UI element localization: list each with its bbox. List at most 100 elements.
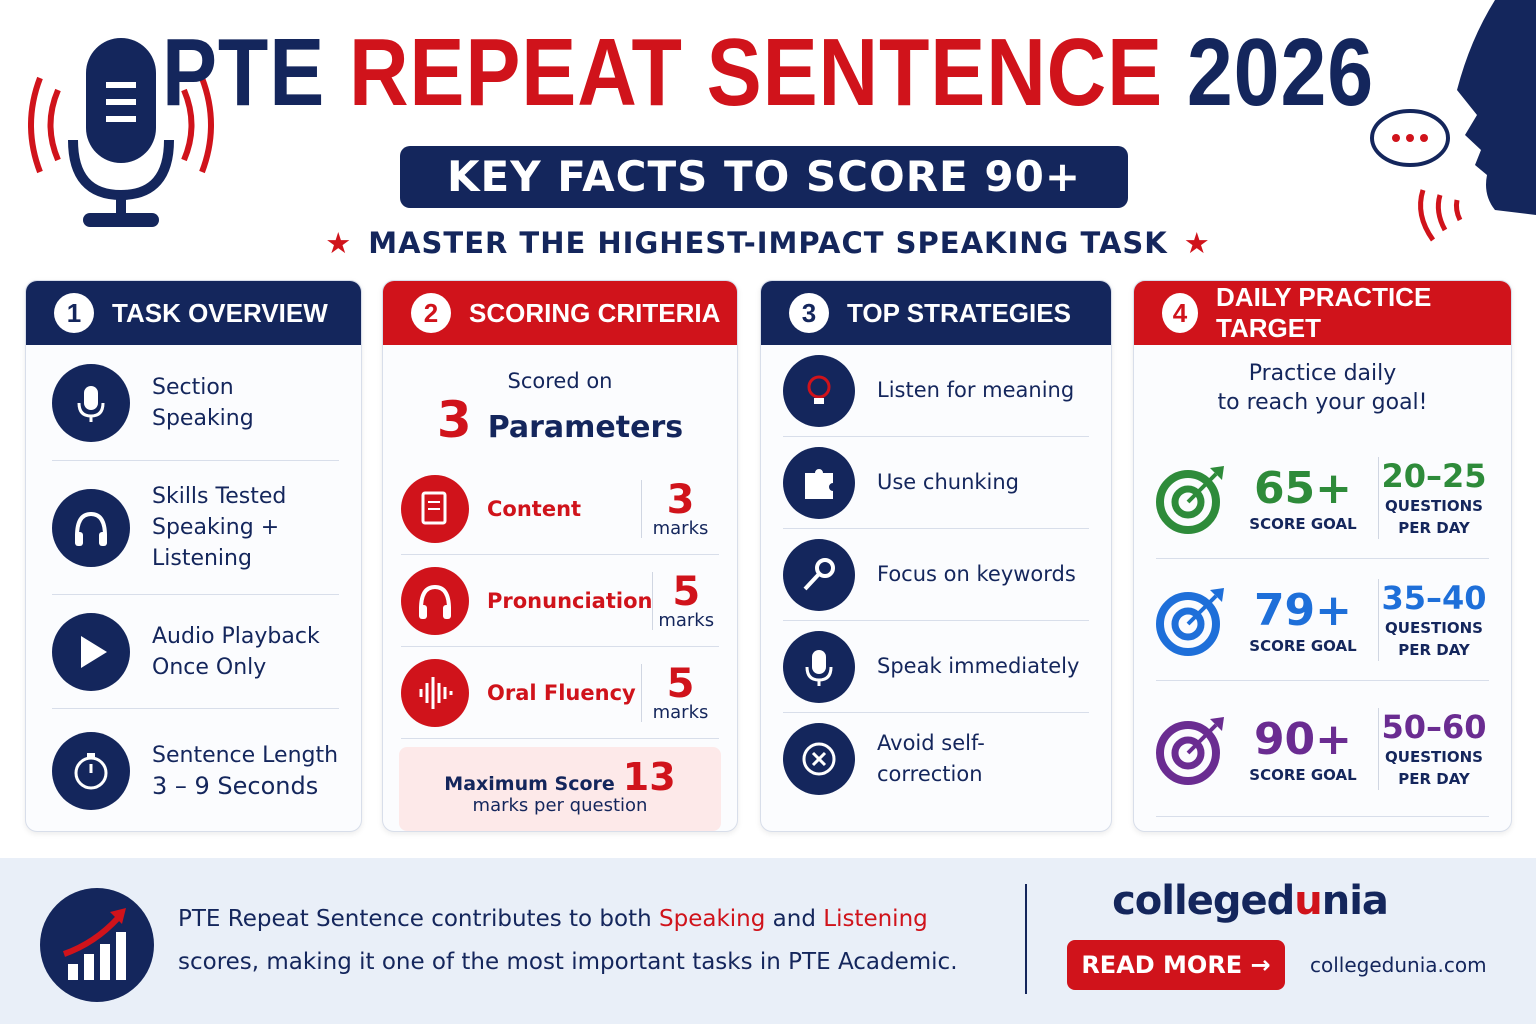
item-value: Speaking + Listening [152, 515, 280, 571]
tagline-text: MASTER THE HIGHEST-IMPACT SPEAKING TASK [368, 226, 1168, 260]
questions-range: 35–40 QUESTIONS PER DAY [1378, 578, 1489, 661]
glyph [807, 375, 831, 404]
title: PTE REPEAT SENTENCE 2026 [108, 18, 1429, 128]
range-label: QUESTIONS PER DAY [1385, 618, 1483, 659]
criterion-marks: 5 marks [652, 568, 719, 630]
icon [52, 732, 130, 810]
card-header: 3 TOP STRATEGIES [761, 281, 1111, 345]
criterion: Content 3 marks [401, 463, 719, 555]
item-value: Speaking [152, 405, 254, 431]
card-title: DAILY PRACTICE TARGET [1216, 282, 1432, 343]
card-title: TASK OVERVIEW [112, 297, 328, 328]
item-label: Audio Playback [152, 623, 320, 649]
glyph [74, 753, 108, 790]
criterion-name: Content [487, 496, 582, 521]
overview-item: Section Speaking [52, 345, 339, 461]
speaking-head-icon [1370, 0, 1536, 242]
brand-logo: collegedunia [1100, 878, 1400, 924]
max-note: marks per question [472, 795, 648, 816]
marks-unit: marks [652, 701, 709, 723]
overview-item: Sentence Length 3 – 9 Seconds [52, 709, 339, 831]
glyph [75, 511, 107, 546]
item-label: Section [152, 374, 234, 400]
range-label: QUESTIONS PER DAY [1385, 496, 1483, 537]
item-label: Sentence Length [152, 743, 339, 768]
marks-value: 5 [666, 660, 695, 707]
score-goal: 79+ SCORE GOAL [1228, 585, 1378, 655]
glyph [77, 385, 105, 422]
icon [401, 658, 469, 727]
title-part: PTE [161, 19, 326, 126]
score-goal: 65+ SCORE GOAL [1228, 463, 1378, 533]
intro: Practice daily to reach your goal! [1134, 359, 1511, 417]
score-label: SCORE GOAL [1249, 765, 1357, 784]
target-icon [1156, 716, 1224, 785]
item-value: 3 – 9 Seconds [152, 772, 319, 800]
glyph [803, 557, 835, 590]
score-label: SCORE GOAL [1249, 514, 1357, 533]
item-text: Skills Tested Speaking + Listening [152, 481, 339, 574]
icon [52, 612, 130, 691]
tagline: ★ MASTER THE HIGHEST-IMPACT SPEAKING TASK… [325, 226, 1211, 260]
read-more-button[interactable]: READ MORE → [1067, 940, 1285, 990]
strategy: Focus on keywords [783, 529, 1089, 621]
criterion-marks: 5 marks [641, 660, 719, 723]
item-text: Section Speaking [152, 372, 254, 434]
range: 35–40 [1381, 578, 1487, 617]
count-label: Parameters [487, 410, 684, 445]
score: 90+ [1253, 713, 1353, 765]
glyph [802, 742, 836, 776]
text: PTE Repeat Sentence contributes to both [178, 906, 659, 932]
item-text: Audio Playback Once Only [152, 621, 320, 683]
title-part: REPEAT SENTENCE [348, 19, 1164, 126]
questions-range: 50–60 QUESTIONS PER DAY [1378, 707, 1489, 790]
strategy: Avoid self-correction [783, 713, 1089, 805]
card-title: SCORING CRITERIA [469, 297, 721, 328]
score: 65+ [1253, 462, 1353, 514]
subtitle: KEY FACTS TO SCORE 90+ [400, 146, 1128, 208]
criterion-name: Pronunciation [487, 588, 653, 613]
item-text: Sentence Length 3 – 9 Seconds [152, 740, 338, 802]
text: scores, making it one of the most import… [178, 949, 958, 975]
card-header: 2 SCORING CRITERIA [383, 281, 737, 345]
target: 79+ SCORE GOAL 35–40 QUESTIONS PER DAY [1156, 559, 1489, 681]
text: and [765, 906, 824, 932]
icon [783, 723, 855, 795]
card-title: TOP STRATEGIES [847, 297, 1071, 328]
card-number: 1 [54, 293, 94, 333]
intro-line: to reach your goal! [1217, 390, 1428, 415]
strategy: Listen for meaning [783, 345, 1089, 437]
text: Listening [823, 906, 928, 932]
glyph [805, 468, 833, 499]
target: 65+ SCORE GOAL 20–25 QUESTIONS PER DAY [1156, 437, 1489, 559]
target-icon [1156, 465, 1224, 534]
range-label: QUESTIONS PER DAY [1385, 747, 1483, 788]
text: nia [1321, 878, 1389, 924]
text: READ MORE [1081, 951, 1243, 979]
icon [783, 446, 855, 519]
count: 3 [436, 391, 472, 449]
criterion: Oral Fluency 5 marks [401, 647, 719, 739]
glyph [419, 584, 451, 619]
card: 4 DAILY PRACTICE TARGET Practice daily to r… [1133, 280, 1512, 832]
divider [1025, 884, 1027, 994]
target-icon [1156, 587, 1224, 656]
item-label: Skills Tested [152, 484, 287, 509]
overview-item: Audio Playback Once Only [52, 595, 339, 709]
max-score: Maximum Score 13 marks per question [399, 747, 721, 831]
overview-item: Skills Tested Speaking + Listening [52, 461, 339, 595]
title-part: 2026 [1186, 19, 1374, 126]
max-label: Maximum Score [444, 773, 615, 795]
text: Speaking [659, 906, 766, 932]
item-value: Once Only [152, 654, 267, 680]
icon [401, 566, 469, 635]
marks-value: 5 [672, 568, 701, 615]
card-header: 1 TASK OVERVIEW [26, 281, 361, 345]
icon [52, 488, 130, 567]
glyph [421, 491, 447, 524]
url: collegedunia.com [1310, 953, 1487, 977]
icon [783, 354, 855, 427]
marks-unit: marks [652, 517, 709, 539]
card-number: 2 [411, 293, 451, 333]
